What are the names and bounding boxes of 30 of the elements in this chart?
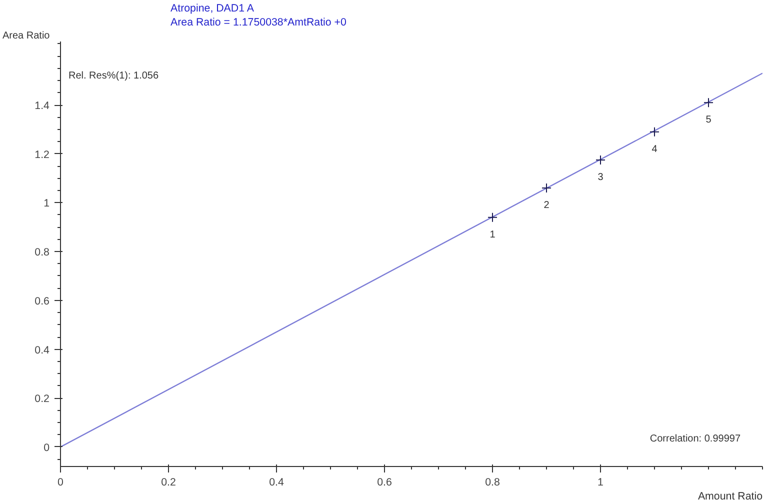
point xyxy=(488,212,498,222)
y-tick-label: 1 xyxy=(44,198,50,210)
x-tick-label: 0 xyxy=(58,476,64,488)
y-axis-title: Area Ratio xyxy=(2,30,50,42)
y-tick-label: 1.4 xyxy=(34,100,50,112)
chart-subtitle: Area Ratio = 1.1750038*AmtRatio +0 xyxy=(170,16,347,28)
point xyxy=(650,126,660,137)
x-tick-label: 0.8 xyxy=(485,476,500,488)
annotation: 4 xyxy=(652,144,658,155)
y-tick-label: 1.2 xyxy=(34,148,50,161)
annotation: 1 xyxy=(490,229,496,240)
annotation: 3 xyxy=(598,172,604,183)
annotation: Rel. Res%(1): 1.056 xyxy=(68,70,159,82)
y-tick-label: 0.8 xyxy=(34,246,50,259)
y-tick-label: 0.6 xyxy=(34,295,50,308)
x-tick-label: 0.2 xyxy=(161,476,176,488)
annotation: 5 xyxy=(706,114,712,126)
chart-title: Atropine, DAD1 A xyxy=(170,2,255,14)
x-tick-label: 1 xyxy=(598,476,604,488)
point xyxy=(596,154,606,165)
x-axis-title: Amount Ratio xyxy=(698,490,763,502)
point xyxy=(542,183,552,194)
y-tick-label: 0 xyxy=(44,442,50,454)
point xyxy=(704,98,714,108)
y-tick-label: 0.2 xyxy=(34,393,50,406)
x-tick-label: 0.4 xyxy=(269,476,284,488)
y-tick-label: 0.4 xyxy=(34,344,50,356)
x-tick-label: 0.6 xyxy=(377,476,392,488)
annotation: Correlation: 0.99997 xyxy=(650,434,741,444)
annotation: 2 xyxy=(544,200,550,212)
